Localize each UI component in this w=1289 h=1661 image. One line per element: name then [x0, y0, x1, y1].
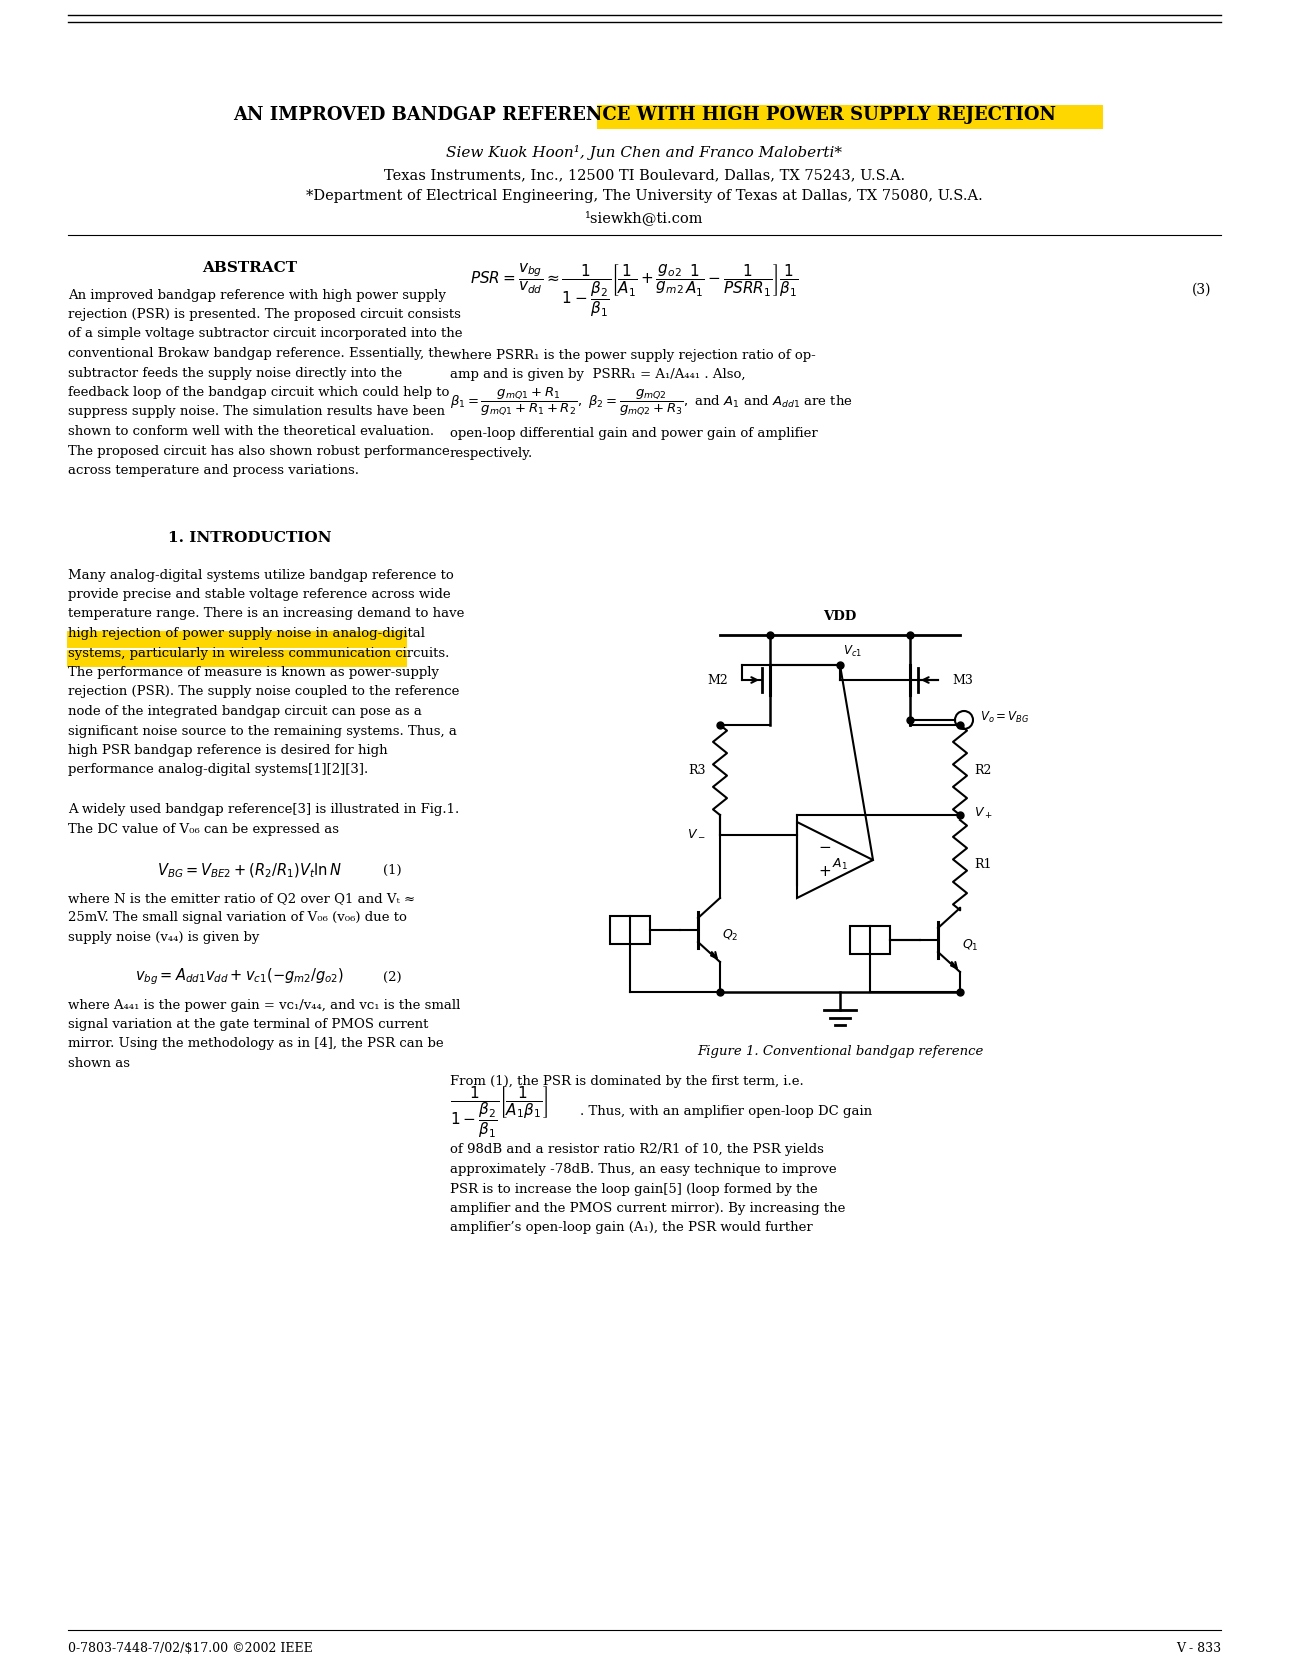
Text: amplifier’s open-loop gain (A₁), the PSR would further: amplifier’s open-loop gain (A₁), the PSR… — [450, 1221, 813, 1234]
Text: subtractor feeds the supply noise directly into the: subtractor feeds the supply noise direct… — [68, 367, 402, 379]
Text: amplifier and the PMOS current mirror). By increasing the: amplifier and the PMOS current mirror). … — [450, 1203, 846, 1214]
FancyBboxPatch shape — [597, 105, 1103, 130]
Text: (3): (3) — [1191, 282, 1210, 297]
Text: approximately -78dB. Thus, an easy technique to improve: approximately -78dB. Thus, an easy techn… — [450, 1163, 837, 1176]
Text: The performance of measure is known as power-supply: The performance of measure is known as p… — [68, 666, 440, 679]
FancyBboxPatch shape — [849, 925, 889, 953]
Text: where N is the emitter ratio of Q2 over Q1 and Vₜ ≈: where N is the emitter ratio of Q2 over … — [68, 892, 415, 905]
Text: M2: M2 — [708, 673, 728, 686]
Text: temperature range. There is an increasing demand to have: temperature range. There is an increasin… — [68, 608, 464, 621]
Text: shown as: shown as — [68, 1056, 130, 1070]
Text: $A_1$: $A_1$ — [831, 857, 848, 872]
Text: $v_{bg} = A_{dd1}v_{dd} + v_{c1}(-g_{m2}/g_{o2})$: $v_{bg} = A_{dd1}v_{dd} + v_{c1}(-g_{m2}… — [135, 967, 344, 987]
Text: ABSTRACT: ABSTRACT — [202, 261, 298, 276]
Text: node of the integrated bandgap circuit can pose as a: node of the integrated bandgap circuit c… — [68, 704, 422, 718]
Text: 0-7803-7448-7/02/$17.00 ©2002 IEEE: 0-7803-7448-7/02/$17.00 ©2002 IEEE — [68, 1641, 313, 1654]
Text: shown to conform well with the theoretical evaluation.: shown to conform well with the theoretic… — [68, 425, 434, 439]
Text: conventional Brokaw bandgap reference. Essentially, the: conventional Brokaw bandgap reference. E… — [68, 347, 450, 360]
Text: high rejection of power supply noise in analog-digital: high rejection of power supply noise in … — [68, 626, 425, 639]
Text: +: + — [819, 864, 831, 880]
Text: supply noise (v₄₄) is given by: supply noise (v₄₄) is given by — [68, 932, 259, 943]
Text: . Thus, with an amplifier open-loop DC gain: . Thus, with an amplifier open-loop DC g… — [580, 1106, 873, 1118]
Text: A widely used bandgap reference[3] is illustrated in Fig.1.: A widely used bandgap reference[3] is il… — [68, 802, 459, 816]
Text: high PSR bandgap reference is desired for high: high PSR bandgap reference is desired fo… — [68, 744, 388, 757]
FancyBboxPatch shape — [610, 915, 650, 943]
Text: Figure 1. Conventional bandgap reference: Figure 1. Conventional bandgap reference — [697, 1045, 984, 1058]
Text: Texas Instruments, Inc., 12500 TI Boulevard, Dallas, TX 75243, U.S.A.: Texas Instruments, Inc., 12500 TI Boulev… — [384, 168, 905, 183]
Text: *Department of Electrical Engineering, The University of Texas at Dallas, TX 750: *Department of Electrical Engineering, T… — [305, 189, 984, 203]
Text: feedback loop of the bandgap circuit which could help to: feedback loop of the bandgap circuit whi… — [68, 385, 450, 399]
Text: mirror. Using the methodology as in [4], the PSR can be: mirror. Using the methodology as in [4],… — [68, 1038, 443, 1050]
Text: $V_{BG} = V_{BE2} + (R_2/R_1)V_t \ln N$: $V_{BG} = V_{BE2} + (R_2/R_1)V_t \ln N$ — [157, 862, 343, 880]
Text: $V_o=V_{BG}$: $V_o=V_{BG}$ — [980, 709, 1030, 724]
Text: $Q_1$: $Q_1$ — [962, 937, 978, 952]
Text: significant noise source to the remaining systems. Thus, a: significant noise source to the remainin… — [68, 724, 456, 737]
Text: systems, particularly in wireless communication circuits.: systems, particularly in wireless commun… — [68, 646, 450, 659]
Text: The proposed circuit has also shown robust performance: The proposed circuit has also shown robu… — [68, 445, 450, 457]
Text: where PSRR₁ is the power supply rejection ratio of op-: where PSRR₁ is the power supply rejectio… — [450, 349, 816, 362]
FancyBboxPatch shape — [67, 649, 407, 668]
Text: $\beta_1 =\dfrac{g_{mQ1}+R_1}{g_{mQ1}+R_1+R_2}$$,\ \beta_2=\dfrac{g_{mQ2}}{g_{mQ: $\beta_1 =\dfrac{g_{mQ1}+R_1}{g_{mQ1}+R_… — [450, 385, 853, 419]
Text: signal variation at the gate terminal of PMOS current: signal variation at the gate terminal of… — [68, 1018, 428, 1031]
Text: R1: R1 — [974, 859, 991, 872]
Text: ¹siewkh@ti.com: ¹siewkh@ti.com — [585, 211, 704, 226]
Text: Siew Kuok Hoon¹, Jun Chen and Franco Maloberti*: Siew Kuok Hoon¹, Jun Chen and Franco Mal… — [446, 145, 843, 159]
Text: VDD: VDD — [824, 611, 857, 623]
Text: PSR is to increase the loop gain[5] (loop formed by the: PSR is to increase the loop gain[5] (loo… — [450, 1183, 817, 1196]
Text: An improved bandgap reference with high power supply: An improved bandgap reference with high … — [68, 289, 446, 302]
Text: (1): (1) — [383, 864, 402, 877]
Text: −: − — [819, 840, 831, 855]
Text: $V_-$: $V_-$ — [687, 827, 706, 839]
Text: The DC value of V₀₆ can be expressed as: The DC value of V₀₆ can be expressed as — [68, 822, 339, 835]
Text: $Q_2$: $Q_2$ — [722, 927, 739, 942]
Text: $\dfrac{1}{1-\dfrac{\beta_2}{\beta_1}}\left[\dfrac{1}{A_1\beta_1}\right]$: $\dfrac{1}{1-\dfrac{\beta_2}{\beta_1}}\l… — [450, 1085, 548, 1139]
Text: 25mV. The small signal variation of V₀₆ (v₀₆) due to: 25mV. The small signal variation of V₀₆ … — [68, 912, 407, 925]
Text: where A₄₄₁ is the power gain = vᴄ₁/v₄₄, and vᴄ₁ is the small: where A₄₄₁ is the power gain = vᴄ₁/v₄₄, … — [68, 998, 460, 1012]
Text: From (1), the PSR is dominated by the first term, i.e.: From (1), the PSR is dominated by the fi… — [450, 1076, 804, 1088]
Text: of 98dB and a resistor ratio R2/R1 of 10, the PSR yields: of 98dB and a resistor ratio R2/R1 of 10… — [450, 1143, 824, 1156]
Text: of a simple voltage subtractor circuit incorporated into the: of a simple voltage subtractor circuit i… — [68, 327, 463, 341]
Text: $V_{c1}$: $V_{c1}$ — [843, 643, 862, 658]
Text: R2: R2 — [974, 764, 991, 776]
Text: M3: M3 — [953, 673, 973, 686]
Text: R3: R3 — [688, 764, 706, 776]
Text: rejection (PSR). The supply noise coupled to the reference: rejection (PSR). The supply noise couple… — [68, 686, 459, 699]
Text: (2): (2) — [383, 970, 402, 983]
Text: AN IMPROVED BANDGAP REFERENCE WITH HIGH POWER SUPPLY REJECTION: AN IMPROVED BANDGAP REFERENCE WITH HIGH … — [233, 106, 1056, 125]
Text: open-loop differential gain and power gain of amplifier: open-loop differential gain and power ga… — [450, 427, 817, 440]
Text: $PSR = \dfrac{v_{bg}}{v_{dd}} \approx \dfrac{1}{1-\dfrac{\beta_2}{\beta_1}}\left: $PSR = \dfrac{v_{bg}}{v_{dd}} \approx \d… — [470, 261, 798, 319]
Text: across temperature and process variations.: across temperature and process variation… — [68, 463, 360, 477]
Text: respectively.: respectively. — [450, 447, 534, 460]
Text: Many analog-digital systems utilize bandgap reference to: Many analog-digital systems utilize band… — [68, 568, 454, 581]
Text: provide precise and stable voltage reference across wide: provide precise and stable voltage refer… — [68, 588, 451, 601]
Text: amp and is given by  PSRR₁ = A₁/A₄₄₁ . Also,: amp and is given by PSRR₁ = A₁/A₄₄₁ . Al… — [450, 369, 745, 380]
Text: performance analog-digital systems[1][2][3].: performance analog-digital systems[1][2]… — [68, 764, 369, 776]
Text: 1. INTRODUCTION: 1. INTRODUCTION — [169, 532, 331, 545]
FancyBboxPatch shape — [67, 631, 407, 648]
Text: rejection (PSR) is presented. The proposed circuit consists: rejection (PSR) is presented. The propos… — [68, 307, 461, 321]
Text: V - 833: V - 833 — [1176, 1641, 1221, 1654]
Text: suppress supply noise. The simulation results have been: suppress supply noise. The simulation re… — [68, 405, 445, 419]
Text: $V_+$: $V_+$ — [974, 806, 993, 821]
